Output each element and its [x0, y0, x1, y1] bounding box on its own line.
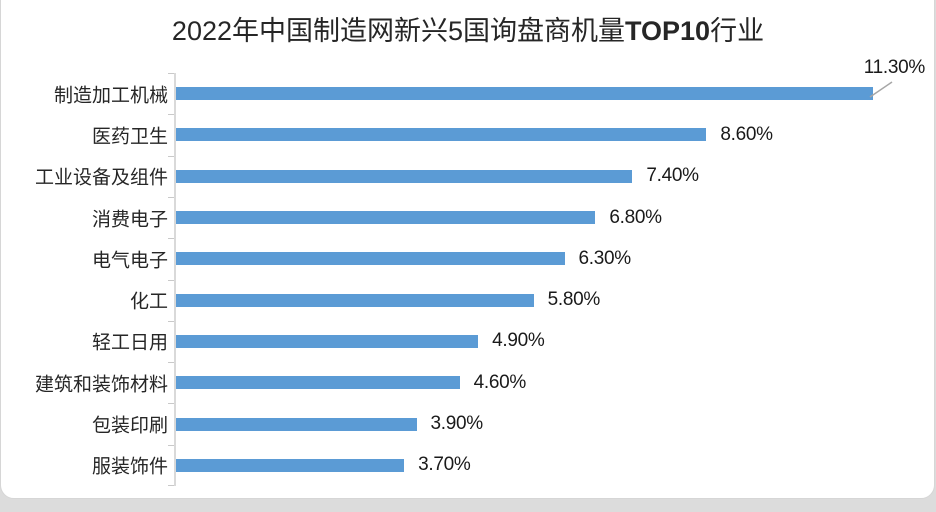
- bar-row: 消费电子 6.80%: [92, 197, 916, 238]
- callout-value-label: 11.30%: [863, 57, 926, 78]
- axis-tick: [168, 444, 174, 446]
- axis-tick: [168, 155, 174, 157]
- y-axis-line: [174, 73, 176, 486]
- value-label: 7.40%: [646, 165, 699, 187]
- value-label: 3.70%: [418, 454, 471, 476]
- bar: [176, 169, 633, 183]
- chart-card: [0, 0, 935, 499]
- chart-title: 2022年中国制造网新兴5国询盘商机量TOP10行业: [0, 15, 936, 48]
- bar: [176, 458, 405, 472]
- bar: [176, 334, 479, 348]
- bar: [176, 293, 534, 307]
- category-label: 电气电子: [91, 250, 168, 272]
- axis-tick: [168, 73, 174, 74]
- category-label: 医药卫生: [91, 126, 168, 148]
- bar-row: 化工 5.80%: [130, 280, 916, 321]
- category-label: 服装饰件: [91, 456, 168, 478]
- category-label: 制造加工机械: [53, 85, 168, 107]
- category-label: 化工: [129, 291, 168, 313]
- bar-row: 工业设备及组件 7.40%: [35, 156, 916, 197]
- axis-tick: [168, 320, 174, 322]
- chart-title-suffix: 行业: [710, 16, 765, 46]
- bar-row: 建筑和装饰材料 4.60%: [35, 362, 916, 403]
- bar-row: 包装印刷 3.90%: [92, 403, 916, 444]
- value-label: 4.90%: [492, 330, 545, 352]
- axis-tick: [168, 279, 174, 281]
- chart-title-prefix: 2022年中国制造网新兴5国询盘商机量: [171, 16, 626, 46]
- category-label: 包装印刷: [91, 415, 168, 437]
- bar-row: 轻工日用 4.90%: [92, 321, 916, 362]
- bar-row: 医药卫生 8.60%: [92, 114, 916, 155]
- category-label: 建筑和装饰材料: [34, 374, 168, 396]
- bar: [176, 376, 460, 390]
- plot-area: 制造加工机械 11.30% 医药卫生 8.60% 工业设备及组件 7.40% 消…: [35, 73, 916, 486]
- value-label: 3.90%: [430, 413, 484, 435]
- category-label: 轻工日用: [91, 332, 168, 354]
- bar: [176, 128, 707, 142]
- bar: [176, 252, 565, 266]
- value-label: 5.80%: [547, 289, 601, 311]
- axis-tick: [168, 362, 174, 364]
- value-label: 4.60%: [473, 371, 527, 393]
- leader-line: [869, 81, 893, 98]
- axis-tick: [168, 403, 174, 405]
- bar: [176, 87, 873, 101]
- value-label: 6.80%: [609, 206, 662, 228]
- value-label: 8.60%: [720, 123, 773, 145]
- axis-tick: [168, 238, 174, 240]
- bar-row: 服装饰件 3.70%: [92, 445, 916, 486]
- axis-tick: [168, 485, 174, 486]
- axis-tick: [168, 114, 174, 116]
- chart-title-highlight: TOP10: [625, 16, 711, 46]
- value-label: 6.30%: [578, 247, 632, 269]
- category-label: 工业设备及组件: [34, 167, 168, 189]
- bar-row: 制造加工机械 11.30%: [54, 73, 916, 114]
- axis-tick: [168, 196, 174, 198]
- bar-row: 电气电子 6.30%: [92, 238, 916, 279]
- category-label: 消费电子: [91, 209, 168, 231]
- bar: [176, 211, 596, 225]
- bar: [176, 417, 417, 431]
